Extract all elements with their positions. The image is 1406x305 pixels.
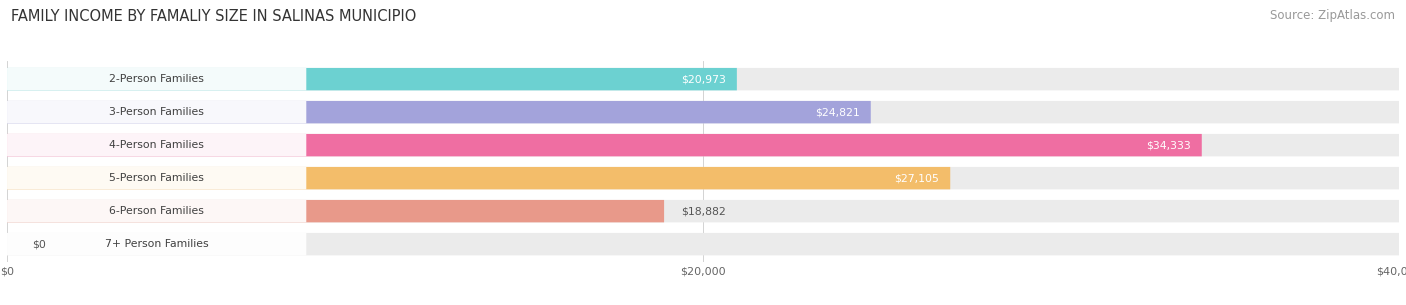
FancyBboxPatch shape: [7, 101, 307, 123]
FancyBboxPatch shape: [7, 200, 307, 222]
FancyBboxPatch shape: [7, 68, 1399, 90]
Text: $20,973: $20,973: [681, 74, 725, 84]
Text: 6-Person Families: 6-Person Families: [110, 206, 204, 216]
FancyBboxPatch shape: [7, 167, 307, 189]
FancyBboxPatch shape: [7, 68, 307, 90]
FancyBboxPatch shape: [7, 200, 664, 222]
FancyBboxPatch shape: [7, 233, 1399, 255]
Text: Source: ZipAtlas.com: Source: ZipAtlas.com: [1270, 9, 1395, 22]
Text: $27,105: $27,105: [894, 173, 939, 183]
FancyBboxPatch shape: [7, 167, 1399, 189]
FancyBboxPatch shape: [7, 233, 307, 255]
FancyBboxPatch shape: [7, 167, 950, 189]
Text: $0: $0: [32, 239, 46, 249]
Text: 7+ Person Families: 7+ Person Families: [105, 239, 208, 249]
Text: 3-Person Families: 3-Person Families: [110, 107, 204, 117]
Text: 2-Person Families: 2-Person Families: [110, 74, 204, 84]
FancyBboxPatch shape: [7, 200, 1399, 222]
Text: 4-Person Families: 4-Person Families: [110, 140, 204, 150]
Text: $34,333: $34,333: [1146, 140, 1191, 150]
FancyBboxPatch shape: [7, 134, 307, 156]
FancyBboxPatch shape: [7, 134, 1399, 156]
Text: $18,882: $18,882: [681, 206, 725, 216]
FancyBboxPatch shape: [7, 134, 1202, 156]
Text: $24,821: $24,821: [815, 107, 859, 117]
Text: 5-Person Families: 5-Person Families: [110, 173, 204, 183]
FancyBboxPatch shape: [7, 68, 737, 90]
FancyBboxPatch shape: [7, 101, 870, 123]
FancyBboxPatch shape: [7, 101, 1399, 123]
Text: FAMILY INCOME BY FAMALIY SIZE IN SALINAS MUNICIPIO: FAMILY INCOME BY FAMALIY SIZE IN SALINAS…: [11, 9, 416, 24]
